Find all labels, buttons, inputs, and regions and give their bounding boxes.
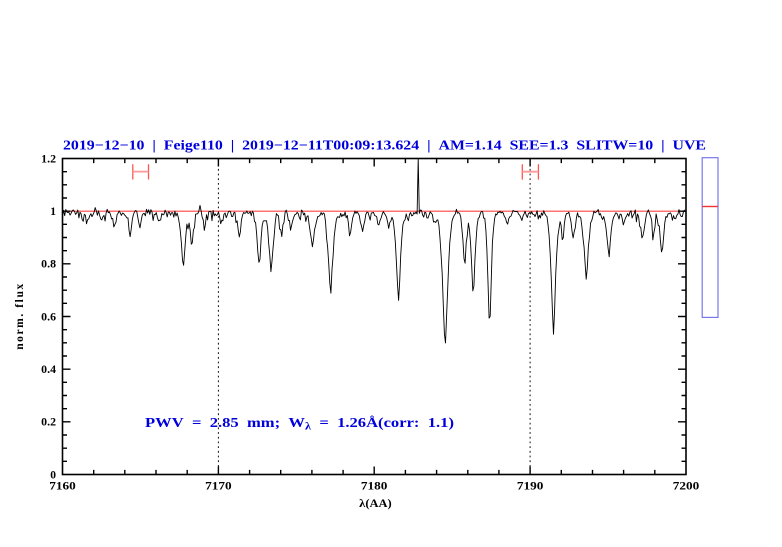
svg-text:7170: 7170: [205, 481, 232, 493]
svg-text:7180: 7180: [361, 481, 388, 493]
svg-text:0.6: 0.6: [41, 311, 56, 323]
svg-text:2019−12−10 | Feige110 | 20: 2019−12−10 | Feige110 | 2019−12−11T00:09…: [63, 138, 706, 153]
svg-text:0.2: 0.2: [41, 417, 56, 429]
svg-text:0.4: 0.4: [41, 364, 56, 376]
svg-text:0.8: 0.8: [41, 259, 56, 271]
svg-text:PWV = 2.85 mm; Wλ = 1.26: PWV = 2.85 mm; Wλ = 1.26Å(corr: 1.1): [145, 415, 454, 433]
svg-text:1.2: 1.2: [41, 153, 56, 165]
svg-text:7200: 7200: [673, 481, 700, 493]
svg-text:norm. flux: norm. flux: [14, 284, 26, 350]
svg-text:7190: 7190: [517, 481, 544, 493]
svg-text:0: 0: [50, 469, 56, 481]
svg-text:λ(AA): λ(AA): [359, 496, 392, 510]
svg-text:7160: 7160: [49, 481, 76, 493]
svg-text:1: 1: [50, 206, 56, 218]
